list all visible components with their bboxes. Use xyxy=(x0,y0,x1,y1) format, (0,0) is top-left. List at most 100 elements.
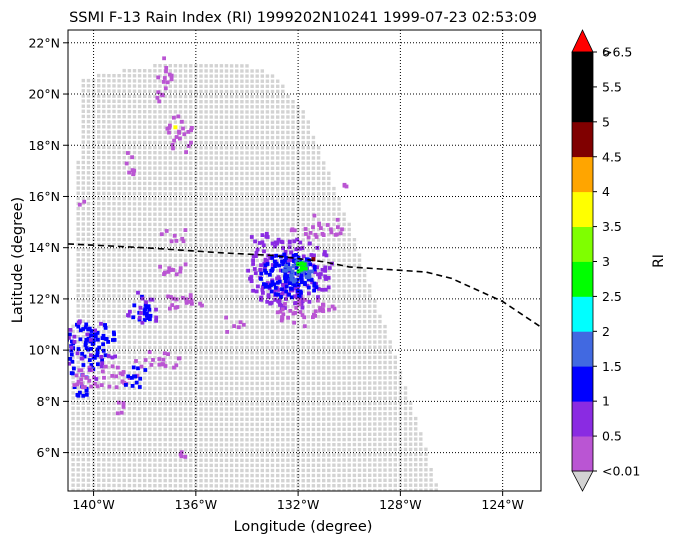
swath-footprint xyxy=(71,463,75,467)
swath-footprint xyxy=(270,315,275,319)
swath-footprint xyxy=(235,166,239,170)
swath-footprint xyxy=(81,483,85,487)
swath-footprint xyxy=(229,217,234,222)
swath-footprint xyxy=(250,79,254,83)
swath-footprint xyxy=(245,84,249,88)
swath-footprint xyxy=(91,289,96,293)
swath-footprint xyxy=(408,468,413,472)
rain-index-pixel xyxy=(272,259,277,264)
swath-footprint xyxy=(81,232,85,236)
swath-footprint xyxy=(214,274,218,278)
swath-footprint xyxy=(173,356,178,360)
swath-footprint xyxy=(132,289,137,293)
swath-footprint xyxy=(102,130,106,134)
swath-footprint xyxy=(183,422,188,426)
swath-footprint xyxy=(255,94,259,99)
swath-footprint xyxy=(86,227,91,231)
swath-footprint xyxy=(388,365,392,370)
swath-footprint xyxy=(163,253,167,257)
swath-footprint xyxy=(276,345,280,350)
swath-footprint xyxy=(127,161,132,165)
swath-footprint xyxy=(168,105,172,109)
swath-footprint xyxy=(97,212,101,216)
swath-footprint xyxy=(368,463,372,467)
swath-footprint xyxy=(398,468,403,472)
swath-footprint xyxy=(86,278,91,283)
swath-footprint xyxy=(194,151,198,155)
swath-footprint xyxy=(204,238,208,242)
swath-footprint xyxy=(189,479,193,483)
swath-footprint xyxy=(107,376,111,380)
swath-footprint xyxy=(408,422,413,426)
swath-footprint xyxy=(357,478,362,483)
swath-footprint xyxy=(240,187,244,191)
swath-footprint xyxy=(260,161,264,165)
swath-footprint xyxy=(250,325,254,329)
swath-footprint xyxy=(265,417,270,421)
swath-footprint xyxy=(168,89,172,93)
swath-footprint xyxy=(158,432,162,437)
swath-footprint xyxy=(235,366,239,370)
swath-footprint xyxy=(199,84,203,88)
swath-footprint xyxy=(86,442,91,446)
swath-footprint xyxy=(342,355,346,360)
swath-footprint xyxy=(76,483,80,487)
swath-footprint xyxy=(86,335,91,339)
swath-footprint xyxy=(337,248,341,252)
swath-footprint xyxy=(194,263,198,268)
swath-footprint xyxy=(107,417,111,421)
swath-footprint xyxy=(178,427,183,432)
swath-footprint xyxy=(229,274,234,278)
swath-footprint xyxy=(204,422,208,427)
swath-footprint xyxy=(224,438,229,442)
rain-index-pixel xyxy=(287,245,292,250)
swath-footprint xyxy=(148,248,152,252)
swath-footprint xyxy=(107,253,111,257)
swath-footprint xyxy=(301,335,305,339)
swath-footprint xyxy=(311,443,316,447)
swath-footprint xyxy=(86,171,91,175)
rain-index-pixel xyxy=(277,263,281,268)
swath-footprint xyxy=(173,130,178,134)
swath-footprint xyxy=(91,463,96,467)
swath-footprint xyxy=(204,120,208,124)
swath-footprint xyxy=(204,351,208,355)
swath-footprint xyxy=(97,427,101,431)
swath-footprint xyxy=(97,242,101,247)
swath-footprint xyxy=(301,197,305,201)
swath-footprint xyxy=(107,268,111,272)
swath-footprint xyxy=(122,74,126,78)
swath-footprint xyxy=(219,458,224,462)
swath-footprint xyxy=(245,392,249,396)
swath-footprint xyxy=(76,160,80,165)
swath-footprint xyxy=(311,473,316,478)
swath-footprint xyxy=(163,284,167,288)
swath-footprint xyxy=(158,350,162,355)
swath-footprint xyxy=(81,217,85,221)
swath-footprint xyxy=(214,105,218,109)
swath-footprint xyxy=(383,488,387,491)
swath-footprint xyxy=(245,100,249,104)
swath-footprint xyxy=(393,427,397,431)
swath-footprint xyxy=(199,397,203,401)
swath-footprint xyxy=(214,356,218,360)
swath-footprint xyxy=(291,473,295,478)
rain-index-pixel xyxy=(299,297,304,302)
swath-footprint xyxy=(352,340,357,344)
swath-footprint xyxy=(183,443,188,447)
swath-footprint xyxy=(229,458,234,462)
swath-footprint xyxy=(240,125,244,129)
swath-footprint xyxy=(76,396,80,400)
swath-footprint xyxy=(102,422,106,426)
swath-footprint xyxy=(132,243,137,247)
swath-footprint xyxy=(137,279,142,283)
swath-footprint xyxy=(229,279,234,283)
swath-footprint xyxy=(117,284,121,288)
swath-footprint xyxy=(276,100,280,104)
swath-footprint xyxy=(393,468,397,472)
swath-footprint xyxy=(219,304,224,309)
swath-footprint xyxy=(153,473,157,478)
swath-footprint xyxy=(414,478,418,482)
swath-footprint xyxy=(301,376,305,380)
swath-footprint xyxy=(107,335,111,339)
